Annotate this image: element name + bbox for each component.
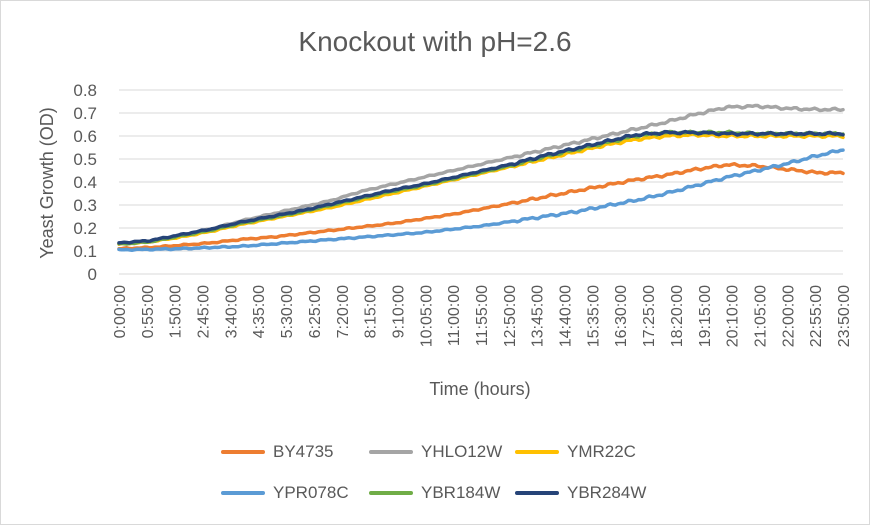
x-tick-label: 17:25:00 (641, 285, 658, 347)
series-line-by4735 (117, 161, 845, 251)
x-tick-label: 6:25:00 (307, 285, 324, 338)
x-tick-label: 0:55:00 (140, 285, 157, 338)
y-axis-ticks: 0 0.1 0.2 0.3 0.4 0.5 0.6 0.7 0.8 (73, 81, 97, 284)
y-tick-label: 0.3 (73, 196, 97, 215)
y-axis-title: Yeast Growth (OD) (37, 107, 57, 258)
legend-label: YBR284W (567, 483, 647, 502)
legend-swatch (369, 450, 413, 454)
legend-label: YPR078C (273, 483, 349, 502)
y-tick-label: 0.6 (73, 127, 97, 146)
x-tick-label: 14:40:00 (558, 285, 575, 347)
x-tick-label: 9:10:00 (390, 285, 407, 338)
x-tick-label: 15:35:00 (585, 285, 602, 347)
x-tick-label: 19:15:00 (697, 285, 714, 347)
legend-label: YHLO12W (421, 442, 503, 461)
y-tick-label: 0.4 (73, 173, 97, 192)
y-tick-label: 0.2 (73, 219, 97, 238)
x-tick-label: 23:50:00 (836, 285, 853, 347)
y-tick-label: 0.8 (73, 81, 97, 100)
y-tick-label: 0 (88, 265, 97, 284)
y-tick-label: 0.1 (73, 242, 97, 261)
legend-label: YMR22C (567, 442, 636, 461)
x-tick-label: 22:00:00 (780, 285, 797, 347)
gridlines (119, 89, 843, 252)
legend-swatch (369, 491, 413, 495)
x-tick-label: 18:20:00 (669, 285, 686, 347)
legend-item-ybr184w: YBR184W (369, 481, 500, 505)
x-tick-label: 5:30:00 (279, 285, 296, 338)
series-line-ybr284w (117, 129, 845, 245)
series-line-ypr078c (117, 148, 845, 253)
x-tick-label: 4:35:00 (251, 285, 268, 338)
x-tick-label: 0:00:00 (112, 285, 129, 338)
legend-swatch (221, 491, 265, 495)
legend-swatch (515, 450, 559, 454)
legend-label: YBR184W (421, 483, 501, 502)
x-tick-label: 3:40:00 (223, 285, 240, 338)
x-tick-label: 11:00:00 (446, 285, 463, 346)
legend-swatch (515, 491, 559, 495)
x-tick-label: 8:15:00 (363, 285, 380, 338)
x-tick-label: 12:50:00 (502, 285, 519, 347)
y-tick-label: 0.7 (73, 104, 97, 123)
legend-label: BY4735 (273, 442, 334, 461)
chart-title: Knockout with pH=2.6 (298, 26, 571, 57)
x-tick-label: 21:05:00 (752, 285, 769, 347)
x-tick-label: 13:45:00 (530, 285, 547, 347)
x-tick-label: 11:55:00 (474, 285, 491, 346)
series-lines (117, 103, 845, 253)
legend-swatch (221, 450, 265, 454)
legend-item-ypr078c: YPR078C (221, 481, 349, 505)
x-tick-label: 7:20:00 (335, 285, 352, 338)
x-tick-label: 1:50:00 (168, 285, 185, 338)
x-axis-ticks: 0:00:00 0:55:00 1:50:00 2:45:00 3:40:00 4:35:… (112, 285, 853, 347)
y-tick-label: 0.5 (73, 150, 97, 169)
x-axis-title: Time (hours) (429, 379, 530, 399)
legend-item-ybr284w: YBR284W (515, 481, 646, 505)
x-tick-label: 20:10:00 (725, 285, 742, 347)
legend: BY4735 YHLO12W YMR22C YPR078C YBR184W YBR284W (1, 438, 869, 518)
x-tick-label: 22:55:00 (808, 285, 825, 347)
legend-item-by4735: BY4735 (221, 440, 334, 464)
legend-item-ymr22c: YMR22C (515, 440, 636, 464)
x-tick-label: 2:45:00 (196, 285, 213, 338)
legend-item-yhlo12w: YHLO12W (369, 440, 502, 464)
x-tick-label: 16:30:00 (613, 285, 630, 347)
x-tick-label: 10:05:00 (418, 285, 435, 347)
